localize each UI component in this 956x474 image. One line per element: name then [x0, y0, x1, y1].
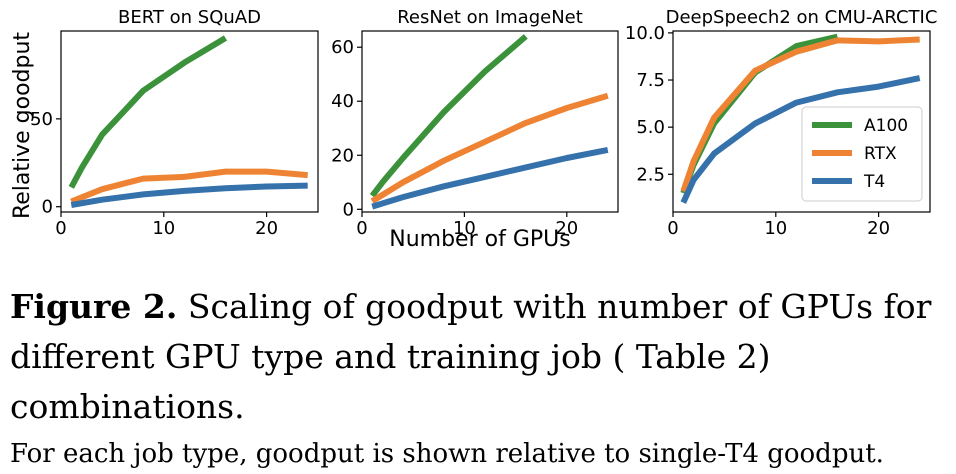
x-tick-label: 20 [867, 218, 890, 239]
legend-box [801, 106, 923, 202]
y-tick-label: 0 [42, 197, 53, 218]
legend: A100 RTX T4 [801, 106, 923, 202]
series-line-t4 [70, 182, 308, 208]
y-tick-label: 5.0 [636, 117, 665, 138]
x-tick-label: 10 [152, 218, 175, 239]
y-tick-label: 2.5 [636, 164, 665, 185]
caption-main: Figure 2. Scaling of goodput with number… [10, 282, 950, 432]
y-tick-label: 0 [343, 199, 354, 220]
subplot-title: DeepSpeech2 on CMU-ARCTIC [666, 7, 938, 28]
x-axis-label: Number of GPUs [389, 227, 570, 252]
x-tick-label: 20 [555, 218, 578, 239]
x-tick-label: 10 [764, 218, 787, 239]
series-line-a100 [68, 35, 228, 189]
y-tick-label: 20 [331, 145, 354, 166]
y-axis-label: Relative goodput [10, 32, 35, 219]
y-tick-label: 10.0 [625, 23, 665, 44]
y-tick-label: 50 [30, 109, 53, 130]
caption-subtext: For each job type, goodput is shown rela… [10, 439, 884, 469]
subplot-2: 0 10 20 0 20 40 60 ResNet on ImageNet Number of … [331, 7, 619, 252]
subplots: 0 10 20 0 50 BERT on SQuAD Relative goodput 0 10… [10, 7, 937, 252]
x-tick-label: 10 [453, 218, 476, 239]
caption-label: Figure 2. [10, 287, 178, 326]
legend-label-a100: A100 [864, 116, 908, 136]
subplot-title: BERT on SQuAD [118, 7, 261, 28]
subplot-1: 0 10 20 0 50 BERT on SQuAD Relative goodput [10, 7, 319, 239]
x-tick-label: 0 [667, 218, 678, 239]
x-tick-label: 20 [255, 218, 278, 239]
legend-label-t4: T4 [863, 172, 885, 192]
axes-frame [361, 30, 619, 213]
axes-frame [672, 30, 931, 213]
series-line-rtx [70, 168, 308, 205]
subplot-title: ResNet on ImageNet [397, 7, 583, 28]
caption-text: Scaling of goodput with number of GPUs f… [10, 287, 932, 426]
series-line-rtx [370, 92, 609, 204]
y-tick-label: 40 [331, 91, 354, 112]
axes-frame [60, 30, 319, 213]
legend-label-rtx: RTX [864, 144, 897, 164]
figure-caption: Figure 2. Scaling of goodput with number… [10, 282, 950, 474]
y-tick-label: 7.5 [636, 70, 665, 91]
figure: 0 10 20 0 50 BERT on SQuAD Relative goodput 0 10… [10, 7, 937, 252]
series-line-t4 [371, 146, 609, 210]
series-line-a100 [369, 34, 528, 198]
x-tick-label: 0 [55, 218, 66, 239]
series-line-t4 [680, 75, 921, 204]
series-line-rtx [680, 36, 920, 193]
x-tick-label: 0 [356, 218, 367, 239]
y-tick-label: 60 [331, 37, 354, 58]
